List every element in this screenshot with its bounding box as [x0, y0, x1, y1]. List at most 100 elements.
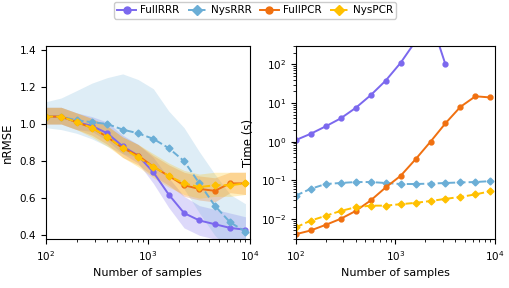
NysRRR	[442, 181, 448, 185]
NysRRR	[165, 146, 172, 150]
FullPCR	[165, 174, 172, 178]
NysPCR	[487, 190, 493, 193]
FullPCR	[181, 183, 187, 187]
NysPCR	[242, 182, 248, 185]
FullRRR	[292, 138, 298, 142]
NysRRR	[471, 180, 477, 184]
X-axis label: Number of samples: Number of samples	[93, 268, 202, 278]
NysPCR	[181, 182, 187, 185]
Legend: FullRRR, NysRRR, FullPCR, NysPCR: FullRRR, NysRRR, FullPCR, NysPCR	[114, 2, 395, 19]
FullRRR	[337, 117, 343, 120]
NysRRR	[150, 137, 156, 141]
FullRRR	[150, 170, 156, 174]
FullRRR	[104, 132, 110, 135]
FullRRR	[442, 63, 448, 66]
FullPCR	[352, 209, 358, 213]
NysRRR	[227, 221, 233, 224]
Line: FullRRR: FullRRR	[43, 114, 247, 232]
NysRRR	[120, 128, 126, 131]
NysPCR	[211, 183, 217, 187]
FullRRR	[382, 79, 388, 82]
NysRRR	[211, 204, 217, 207]
NysRRR	[367, 180, 373, 184]
FullPCR	[427, 140, 433, 143]
Line: NysPCR: NysPCR	[43, 114, 247, 190]
NysPCR	[135, 156, 141, 159]
NysPCR	[352, 206, 358, 209]
FullRRR	[427, 17, 433, 21]
NysPCR	[471, 193, 477, 196]
NysPCR	[58, 115, 64, 118]
NysPCR	[337, 209, 343, 213]
FullPCR	[150, 165, 156, 168]
FullRRR	[367, 94, 373, 97]
NysRRR	[412, 182, 418, 186]
NysRRR	[307, 187, 313, 191]
FullPCR	[442, 122, 448, 125]
NysPCR	[43, 115, 49, 118]
FullPCR	[196, 187, 202, 191]
Y-axis label: Time (s): Time (s)	[242, 118, 254, 167]
FullRRR	[211, 222, 217, 226]
NysRRR	[89, 120, 95, 124]
FullPCR	[73, 120, 79, 124]
NysPCR	[412, 201, 418, 204]
FullPCR	[337, 217, 343, 221]
NysRRR	[337, 181, 343, 185]
NysRRR	[382, 181, 388, 185]
NysRRR	[397, 182, 403, 186]
NysRRR	[196, 182, 202, 185]
NysPCR	[196, 185, 202, 189]
Line: NysPCR: NysPCR	[293, 189, 492, 230]
Line: FullPCR: FullPCR	[293, 94, 492, 237]
FullRRR	[165, 193, 172, 196]
FullRRR	[227, 226, 233, 230]
FullPCR	[242, 182, 248, 185]
NysRRR	[487, 179, 493, 183]
FullRRR	[322, 125, 328, 128]
FullRRR	[89, 124, 95, 128]
NysRRR	[73, 119, 79, 122]
NysPCR	[165, 174, 172, 178]
FullRRR	[242, 228, 248, 232]
NysPCR	[397, 202, 403, 206]
NysRRR	[427, 182, 433, 185]
FullRRR	[397, 61, 403, 65]
FullRRR	[120, 145, 126, 148]
FullRRR	[58, 115, 64, 118]
NysPCR	[104, 135, 110, 139]
FullRRR	[73, 120, 79, 124]
FullPCR	[227, 182, 233, 185]
NysPCR	[89, 126, 95, 129]
NysRRR	[104, 122, 110, 126]
Y-axis label: nRMSE: nRMSE	[1, 122, 14, 163]
NysPCR	[73, 120, 79, 124]
NysPCR	[382, 204, 388, 207]
NysPCR	[292, 226, 298, 229]
NysRRR	[242, 230, 248, 233]
FullRRR	[352, 106, 358, 110]
FullRRR	[307, 132, 313, 136]
NysRRR	[352, 180, 358, 184]
NysPCR	[457, 195, 463, 199]
FullPCR	[135, 154, 141, 157]
FullPCR	[307, 229, 313, 232]
NysRRR	[292, 194, 298, 197]
NysRRR	[58, 115, 64, 118]
FullRRR	[43, 115, 49, 118]
FullPCR	[43, 115, 49, 118]
FullRRR	[181, 211, 187, 215]
FullPCR	[211, 189, 217, 193]
NysPCR	[442, 197, 448, 200]
FullPCR	[471, 94, 477, 98]
FullPCR	[292, 232, 298, 236]
FullPCR	[457, 105, 463, 109]
FullRRR	[135, 154, 141, 157]
NysRRR	[322, 182, 328, 186]
NysPCR	[227, 183, 233, 187]
FullPCR	[382, 186, 388, 189]
Line: FullPCR: FullPCR	[43, 114, 247, 193]
NysPCR	[367, 204, 373, 207]
NysRRR	[43, 115, 49, 118]
FullPCR	[104, 135, 110, 139]
